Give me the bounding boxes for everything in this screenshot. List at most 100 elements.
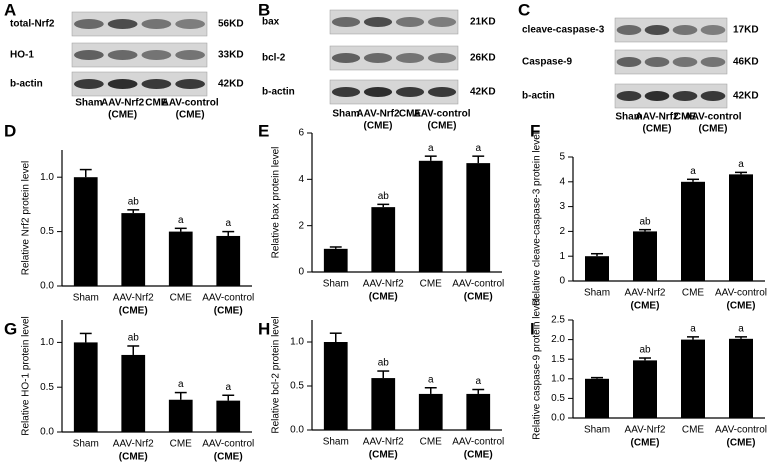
panel-letter: I [530, 319, 535, 338]
significance-label: a [738, 323, 744, 334]
blot-band [141, 19, 172, 29]
x-tick-label: AAV-Nrf2 [625, 425, 666, 436]
bar [216, 235, 241, 286]
lane-label: AAV-control [162, 98, 219, 109]
blot-row-label: b-actin [262, 87, 295, 98]
blot-band [175, 50, 205, 60]
blot-band [427, 53, 457, 63]
x-tick-sublabel: (CME) [727, 438, 756, 449]
x-tick-label: AAV-control [202, 439, 254, 450]
x-tick-sublabel: (CME) [727, 301, 756, 312]
x-tick-sublabel: (CME) [369, 450, 398, 461]
blot-band [107, 19, 138, 29]
blot-band [672, 57, 698, 67]
blot-band [616, 91, 642, 101]
blot-band [363, 87, 393, 97]
lane-label: Sham [75, 98, 102, 109]
y-tick-label: 1.0 [40, 337, 54, 348]
significance-label: a [475, 376, 481, 387]
y-axis-title: Relative cleave-caspase-3 protein level [532, 132, 543, 306]
x-tick-label: CME [682, 288, 705, 299]
significance-label: a [428, 143, 434, 154]
lane-label: AAV-Nrf2 [101, 98, 145, 109]
significance-label: a [690, 323, 696, 334]
bar [466, 393, 491, 430]
panel-letter: F [530, 121, 540, 140]
x-tick-label: Sham [73, 439, 99, 450]
lane-sublabel: (CME) [643, 124, 672, 135]
y-tick-label: 0.0 [290, 425, 304, 436]
bar [633, 231, 657, 281]
blot-band [74, 50, 104, 60]
blot-band [363, 53, 393, 63]
blot-band [395, 17, 425, 27]
lane-label: CME [145, 98, 168, 109]
bar [323, 248, 348, 272]
blot-band [107, 50, 138, 60]
x-tick-label: AAV-control [715, 288, 767, 299]
bar [323, 342, 348, 430]
significance-label: a [225, 382, 231, 393]
lane-label: CME [674, 112, 697, 123]
blot-band [331, 17, 361, 27]
x-tick-sublabel: (CME) [631, 301, 660, 312]
blot-band [616, 57, 642, 67]
y-tick-label: 1 [559, 251, 565, 262]
significance-label: a [428, 374, 434, 385]
panel-letter: G [4, 319, 17, 338]
x-tick-sublabel: (CME) [119, 306, 148, 317]
bar [121, 213, 146, 286]
y-tick-label: 0 [298, 267, 304, 278]
blot-band [331, 53, 361, 63]
x-tick-label: CME [420, 437, 443, 448]
y-tick-label: 0.5 [40, 382, 54, 393]
bar [585, 378, 609, 418]
lane-label: AAV-control [684, 112, 741, 123]
y-axis-title: Relative caspase-9 protein level [532, 298, 543, 440]
y-axis-title: Relative bcl-2 protein level [271, 316, 282, 433]
y-tick-label: 0.0 [40, 427, 54, 438]
blot-band [141, 79, 172, 89]
blot-band [331, 87, 361, 97]
lane-sublabel: (CME) [428, 121, 457, 132]
bar [418, 160, 443, 272]
x-tick-label: AAV-control [715, 425, 767, 436]
blot-size-label: 21KD [470, 17, 496, 28]
significance-label: ab [639, 345, 651, 356]
significance-label: a [178, 215, 184, 226]
bar [121, 354, 146, 432]
blot-row-label: b-actin [10, 79, 43, 90]
blot-row-label: Caspase-9 [522, 57, 572, 68]
panel-letter: E [258, 121, 269, 140]
x-tick-label: AAV-Nrf2 [363, 437, 404, 448]
x-tick-label: CME [170, 293, 193, 304]
blot-size-label: 56KD [218, 19, 244, 30]
bar [418, 393, 443, 430]
significance-label: ab [378, 191, 390, 202]
x-tick-label: AAV-Nrf2 [625, 288, 666, 299]
y-tick-label: 4 [559, 176, 565, 187]
x-tick-label: AAV-control [452, 437, 504, 448]
lane-label: AAV-Nrf2 [356, 109, 400, 120]
blot-band [427, 87, 457, 97]
bar [168, 399, 193, 432]
bar [585, 256, 609, 281]
blot-row-label: bcl-2 [262, 53, 286, 64]
x-tick-label: AAV-Nrf2 [113, 439, 154, 450]
x-tick-label: Sham [323, 279, 349, 290]
blot-row-label: b-actin [522, 91, 555, 102]
x-tick-label: CME [420, 279, 443, 290]
lane-label: AAV-Nrf2 [635, 112, 679, 123]
y-tick-label: 0.5 [551, 393, 565, 404]
y-tick-label: 4 [298, 174, 304, 185]
blot-band [141, 50, 172, 60]
lane-sublabel: (CME) [364, 121, 393, 132]
x-tick-label: CME [170, 439, 193, 450]
blot-row-label: total-Nrf2 [10, 19, 55, 30]
blot-band [107, 79, 138, 89]
y-tick-label: 0.5 [40, 226, 54, 237]
panel-letter: B [258, 0, 270, 19]
blot-size-label: 42KD [470, 87, 496, 98]
x-tick-label: Sham [584, 288, 610, 299]
bar [633, 360, 657, 418]
